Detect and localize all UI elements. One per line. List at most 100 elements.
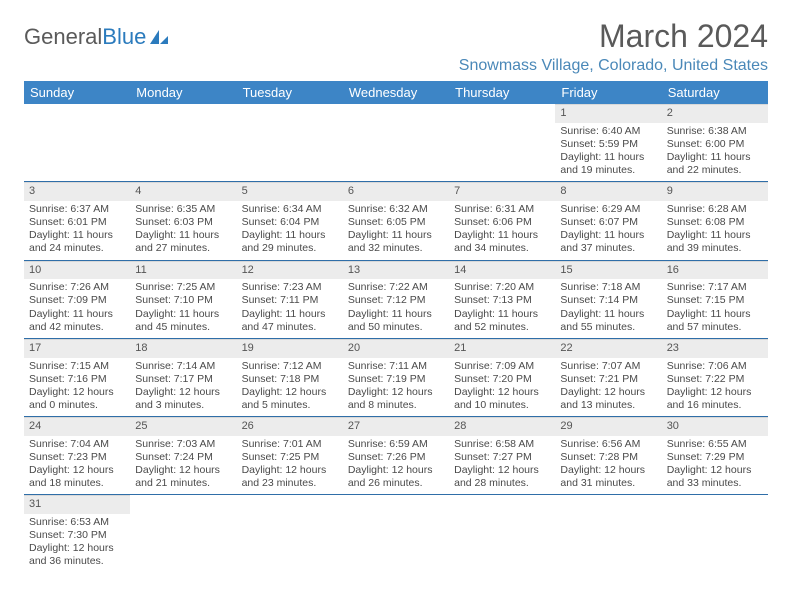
calendar-cell: 13Sunrise: 7:22 AMSunset: 7:12 PMDayligh… [343,260,449,338]
day-number: 15 [555,261,661,280]
day-body: Sunrise: 6:37 AMSunset: 6:01 PMDaylight:… [24,201,130,260]
day-number: 6 [343,182,449,201]
day-number: 13 [343,261,449,280]
calendar-cell: 25Sunrise: 7:03 AMSunset: 7:24 PMDayligh… [130,417,236,495]
day-number: 30 [662,417,768,436]
calendar-cell [449,104,555,182]
day-body: Sunrise: 7:26 AMSunset: 7:09 PMDaylight:… [24,279,130,338]
day-body: Sunrise: 6:31 AMSunset: 6:06 PMDaylight:… [449,201,555,260]
day-body: Sunrise: 6:29 AMSunset: 6:07 PMDaylight:… [555,201,661,260]
calendar-cell: 24Sunrise: 7:04 AMSunset: 7:23 PMDayligh… [24,417,130,495]
calendar-week: 24Sunrise: 7:04 AMSunset: 7:23 PMDayligh… [24,417,768,495]
weekday-header: Saturday [662,81,768,104]
brand-logo: GeneralBlue [24,24,170,50]
day-number: 22 [555,339,661,358]
day-body: Sunrise: 7:17 AMSunset: 7:15 PMDaylight:… [662,279,768,338]
day-number: 5 [237,182,343,201]
calendar-week: 10Sunrise: 7:26 AMSunset: 7:09 PMDayligh… [24,260,768,338]
day-body: Sunrise: 6:55 AMSunset: 7:29 PMDaylight:… [662,436,768,495]
calendar-cell: 11Sunrise: 7:25 AMSunset: 7:10 PMDayligh… [130,260,236,338]
day-number: 9 [662,182,768,201]
calendar-cell: 2Sunrise: 6:38 AMSunset: 6:00 PMDaylight… [662,104,768,182]
calendar-cell [24,104,130,182]
calendar-cell [343,495,449,573]
calendar-cell [555,495,661,573]
calendar-cell [662,495,768,573]
day-number: 28 [449,417,555,436]
month-title: March 2024 [459,18,768,55]
day-body: Sunrise: 7:11 AMSunset: 7:19 PMDaylight:… [343,358,449,417]
day-number: 7 [449,182,555,201]
calendar-cell: 28Sunrise: 6:58 AMSunset: 7:27 PMDayligh… [449,417,555,495]
day-number: 1 [555,104,661,123]
calendar-cell: 29Sunrise: 6:56 AMSunset: 7:28 PMDayligh… [555,417,661,495]
day-body: Sunrise: 6:34 AMSunset: 6:04 PMDaylight:… [237,201,343,260]
weekday-header: Wednesday [343,81,449,104]
brand-part1: General [24,24,102,50]
calendar-cell: 9Sunrise: 6:28 AMSunset: 6:08 PMDaylight… [662,182,768,260]
sail-icon [148,28,170,46]
calendar-cell: 27Sunrise: 6:59 AMSunset: 7:26 PMDayligh… [343,417,449,495]
calendar-week: 1Sunrise: 6:40 AMSunset: 5:59 PMDaylight… [24,104,768,182]
calendar-cell: 1Sunrise: 6:40 AMSunset: 5:59 PMDaylight… [555,104,661,182]
day-number: 27 [343,417,449,436]
calendar-cell: 12Sunrise: 7:23 AMSunset: 7:11 PMDayligh… [237,260,343,338]
day-number: 20 [343,339,449,358]
day-body: Sunrise: 7:06 AMSunset: 7:22 PMDaylight:… [662,358,768,417]
day-number: 16 [662,261,768,280]
day-body: Sunrise: 7:04 AMSunset: 7:23 PMDaylight:… [24,436,130,495]
weekday-header: Friday [555,81,661,104]
day-number: 29 [555,417,661,436]
calendar-cell [237,495,343,573]
weekday-header: Thursday [449,81,555,104]
calendar-cell [343,104,449,182]
weekday-header: Monday [130,81,236,104]
calendar-cell [449,495,555,573]
title-block: March 2024 Snowmass Village, Colorado, U… [459,18,768,75]
calendar-cell: 26Sunrise: 7:01 AMSunset: 7:25 PMDayligh… [237,417,343,495]
day-number: 8 [555,182,661,201]
calendar-week: 31Sunrise: 6:53 AMSunset: 7:30 PMDayligh… [24,495,768,573]
day-number: 17 [24,339,130,358]
day-body: Sunrise: 6:32 AMSunset: 6:05 PMDaylight:… [343,201,449,260]
day-number: 21 [449,339,555,358]
day-number: 3 [24,182,130,201]
calendar-cell: 15Sunrise: 7:18 AMSunset: 7:14 PMDayligh… [555,260,661,338]
calendar-cell: 19Sunrise: 7:12 AMSunset: 7:18 PMDayligh… [237,338,343,416]
day-body: Sunrise: 7:18 AMSunset: 7:14 PMDaylight:… [555,279,661,338]
calendar-cell: 5Sunrise: 6:34 AMSunset: 6:04 PMDaylight… [237,182,343,260]
day-number: 2 [662,104,768,123]
calendar-cell: 3Sunrise: 6:37 AMSunset: 6:01 PMDaylight… [24,182,130,260]
day-body: Sunrise: 7:03 AMSunset: 7:24 PMDaylight:… [130,436,236,495]
day-body: Sunrise: 6:40 AMSunset: 5:59 PMDaylight:… [555,123,661,182]
day-body: Sunrise: 6:28 AMSunset: 6:08 PMDaylight:… [662,201,768,260]
calendar-cell: 31Sunrise: 6:53 AMSunset: 7:30 PMDayligh… [24,495,130,573]
day-number: 25 [130,417,236,436]
brand-part2: Blue [102,24,146,50]
day-body: Sunrise: 7:12 AMSunset: 7:18 PMDaylight:… [237,358,343,417]
day-body: Sunrise: 7:07 AMSunset: 7:21 PMDaylight:… [555,358,661,417]
day-body: Sunrise: 7:01 AMSunset: 7:25 PMDaylight:… [237,436,343,495]
day-body: Sunrise: 6:58 AMSunset: 7:27 PMDaylight:… [449,436,555,495]
calendar-cell [237,104,343,182]
calendar-cell: 17Sunrise: 7:15 AMSunset: 7:16 PMDayligh… [24,338,130,416]
calendar-cell [130,495,236,573]
calendar-week: 3Sunrise: 6:37 AMSunset: 6:01 PMDaylight… [24,182,768,260]
day-body: Sunrise: 7:25 AMSunset: 7:10 PMDaylight:… [130,279,236,338]
weekday-header: Sunday [24,81,130,104]
day-body: Sunrise: 6:35 AMSunset: 6:03 PMDaylight:… [130,201,236,260]
calendar-body: 1Sunrise: 6:40 AMSunset: 5:59 PMDaylight… [24,104,768,573]
day-number: 19 [237,339,343,358]
calendar-cell: 10Sunrise: 7:26 AMSunset: 7:09 PMDayligh… [24,260,130,338]
day-body: Sunrise: 7:20 AMSunset: 7:13 PMDaylight:… [449,279,555,338]
calendar-cell: 8Sunrise: 6:29 AMSunset: 6:07 PMDaylight… [555,182,661,260]
day-number: 23 [662,339,768,358]
calendar-cell: 23Sunrise: 7:06 AMSunset: 7:22 PMDayligh… [662,338,768,416]
calendar-cell: 22Sunrise: 7:07 AMSunset: 7:21 PMDayligh… [555,338,661,416]
calendar-cell: 14Sunrise: 7:20 AMSunset: 7:13 PMDayligh… [449,260,555,338]
calendar-cell: 21Sunrise: 7:09 AMSunset: 7:20 PMDayligh… [449,338,555,416]
day-body: Sunrise: 7:09 AMSunset: 7:20 PMDaylight:… [449,358,555,417]
day-number: 12 [237,261,343,280]
day-number: 11 [130,261,236,280]
calendar-week: 17Sunrise: 7:15 AMSunset: 7:16 PMDayligh… [24,338,768,416]
